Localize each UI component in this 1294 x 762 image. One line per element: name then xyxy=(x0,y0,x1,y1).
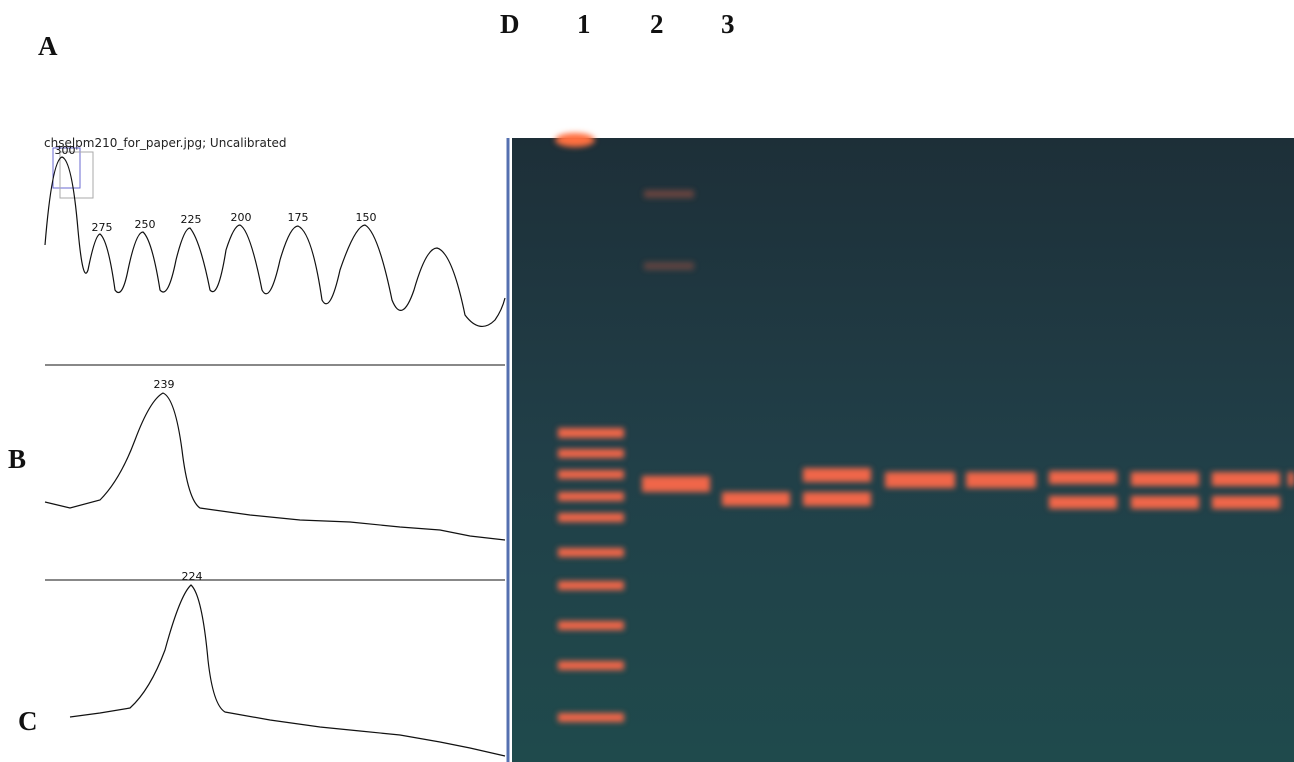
peak-label: 225 xyxy=(181,213,202,226)
lane-label: D xyxy=(500,9,520,39)
band xyxy=(1049,471,1117,484)
trace-a xyxy=(44,156,506,327)
peak-label: 224 xyxy=(182,570,203,583)
trace-b xyxy=(44,392,506,541)
gel-bands xyxy=(555,133,1294,722)
band xyxy=(885,472,955,488)
lane-label: 2 xyxy=(650,9,664,39)
peak-label: 300 xyxy=(55,144,76,157)
band xyxy=(558,513,624,522)
band xyxy=(1288,472,1294,486)
band xyxy=(642,476,710,492)
band xyxy=(558,492,624,501)
band xyxy=(558,661,624,670)
band xyxy=(803,492,871,506)
selection-box xyxy=(59,151,94,199)
band xyxy=(1131,496,1199,509)
peak-label: 200 xyxy=(231,211,252,224)
band xyxy=(558,449,624,458)
band xyxy=(558,470,624,479)
band xyxy=(644,262,694,270)
band xyxy=(1212,472,1280,486)
trace-c xyxy=(69,584,506,757)
band xyxy=(722,492,790,506)
panel-label: A xyxy=(38,31,58,61)
trace-caption: chselpm210_for_paper.jpg; Uncalibrated xyxy=(44,136,287,150)
peak-labels: 300 275 250 225 200 175 150 239 224 xyxy=(55,144,377,583)
band xyxy=(558,548,624,557)
panel-label: C xyxy=(18,706,38,736)
band xyxy=(558,428,624,438)
peak-label: 150 xyxy=(356,211,377,224)
peak-label: 250 xyxy=(135,218,156,231)
peak-label: 239 xyxy=(154,378,175,391)
band xyxy=(644,190,694,198)
well xyxy=(555,133,595,147)
peak-label: 175 xyxy=(288,211,309,224)
band xyxy=(558,581,624,590)
gel-background xyxy=(512,138,1294,762)
band xyxy=(803,468,871,482)
lane-label: 1 xyxy=(577,9,591,39)
lane-label: 3 xyxy=(721,9,735,39)
panel-label: B xyxy=(8,444,26,474)
gel-image xyxy=(512,133,1294,762)
band xyxy=(966,472,1036,488)
peak-label: 275 xyxy=(92,221,113,234)
band xyxy=(558,621,624,630)
band xyxy=(1049,496,1117,509)
band xyxy=(558,713,624,722)
band xyxy=(1212,496,1280,509)
band xyxy=(1131,472,1199,486)
selection-box xyxy=(52,147,81,189)
